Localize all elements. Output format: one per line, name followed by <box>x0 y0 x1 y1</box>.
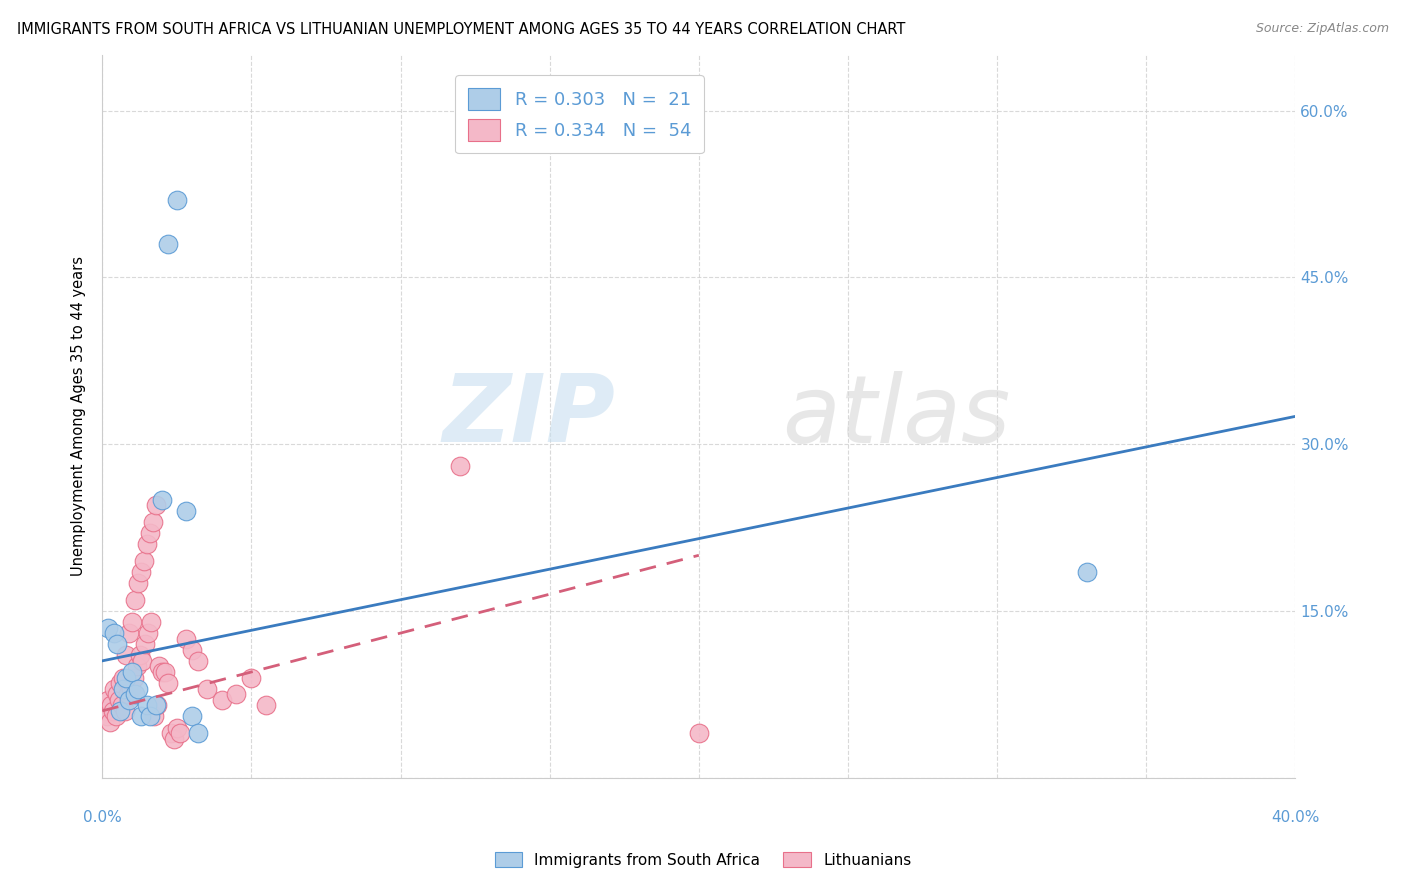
Point <box>122 671 145 685</box>
Point <box>115 671 138 685</box>
Point <box>94 704 117 718</box>
Point <box>105 687 128 701</box>
Point <box>180 709 202 723</box>
Point <box>98 714 121 729</box>
Point <box>115 648 138 663</box>
Point <box>112 671 135 685</box>
Point <box>187 726 209 740</box>
Point <box>180 642 202 657</box>
Point <box>112 681 135 696</box>
Point <box>124 687 146 701</box>
Point <box>139 526 162 541</box>
Point <box>120 681 142 696</box>
Point <box>156 237 179 252</box>
Point <box>187 654 209 668</box>
Point <box>153 665 176 679</box>
Point <box>129 709 152 723</box>
Point <box>129 565 152 579</box>
Point <box>107 692 129 706</box>
Point <box>97 621 120 635</box>
Point <box>138 626 160 640</box>
Point <box>225 687 247 701</box>
Text: ZIP: ZIP <box>443 370 616 462</box>
Point <box>150 492 173 507</box>
Point <box>146 698 169 713</box>
Point <box>174 504 197 518</box>
Text: IMMIGRANTS FROM SOUTH AFRICA VS LITHUANIAN UNEMPLOYMENT AMONG AGES 35 TO 44 YEAR: IMMIGRANTS FROM SOUTH AFRICA VS LITHUANI… <box>17 22 905 37</box>
Point <box>125 659 148 673</box>
Point <box>118 626 141 640</box>
Legend: R = 0.303   N =  21, R = 0.334   N =  54: R = 0.303 N = 21, R = 0.334 N = 54 <box>456 75 704 153</box>
Point <box>166 721 188 735</box>
Point <box>105 637 128 651</box>
Point <box>156 676 179 690</box>
Point <box>169 726 191 740</box>
Text: 0.0%: 0.0% <box>83 810 121 825</box>
Point <box>150 665 173 679</box>
Point <box>100 698 122 713</box>
Point <box>145 498 167 512</box>
Point <box>108 676 131 690</box>
Point <box>449 459 471 474</box>
Point <box>131 654 153 668</box>
Point <box>118 692 141 706</box>
Text: Source: ZipAtlas.com: Source: ZipAtlas.com <box>1256 22 1389 36</box>
Point <box>139 709 162 723</box>
Point <box>103 626 125 640</box>
Point <box>97 692 120 706</box>
Point <box>114 704 136 718</box>
Point <box>142 515 165 529</box>
Point <box>101 704 124 718</box>
Point <box>136 537 159 551</box>
Point <box>174 632 197 646</box>
Point <box>132 554 155 568</box>
Point <box>166 193 188 207</box>
Point <box>254 698 277 713</box>
Point <box>136 698 159 713</box>
Point <box>128 648 150 663</box>
Point <box>163 731 186 746</box>
Point <box>159 726 181 740</box>
Point <box>121 665 143 679</box>
Point <box>104 709 127 723</box>
Point <box>688 726 710 740</box>
Text: atlas: atlas <box>782 371 1011 462</box>
Point <box>143 709 166 723</box>
Point <box>96 709 118 723</box>
Point <box>148 659 170 673</box>
Point <box>103 681 125 696</box>
Y-axis label: Unemployment Among Ages 35 to 44 years: Unemployment Among Ages 35 to 44 years <box>72 256 86 576</box>
Point <box>195 681 218 696</box>
Point <box>110 698 132 713</box>
Legend: Immigrants from South Africa, Lithuanians: Immigrants from South Africa, Lithuanian… <box>488 846 918 873</box>
Point <box>121 615 143 629</box>
Point <box>127 576 149 591</box>
Point <box>124 592 146 607</box>
Point <box>134 637 156 651</box>
Point <box>127 681 149 696</box>
Point <box>108 704 131 718</box>
Point <box>141 615 163 629</box>
Point <box>145 698 167 713</box>
Point <box>1076 565 1098 579</box>
Point <box>211 692 233 706</box>
Point <box>240 671 263 685</box>
Text: 40.0%: 40.0% <box>1271 810 1320 825</box>
Point <box>117 687 139 701</box>
